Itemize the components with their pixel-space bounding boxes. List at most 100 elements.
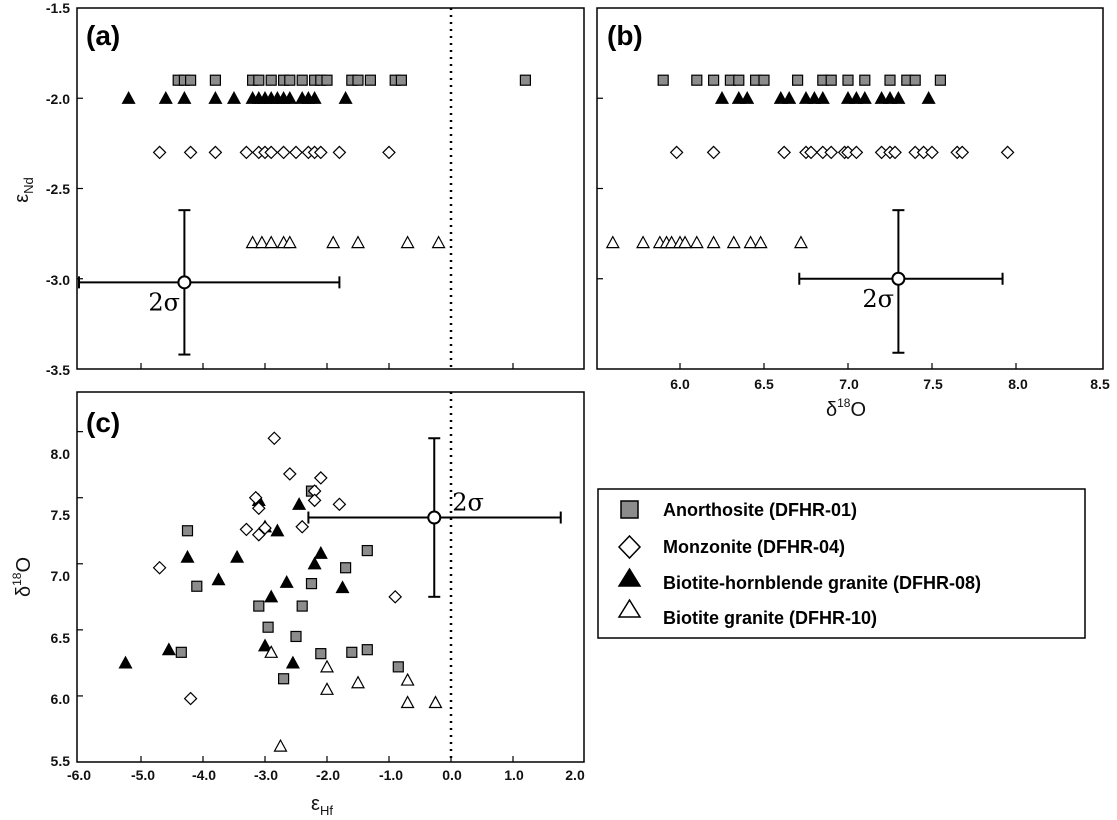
bhg-point	[282, 90, 297, 104]
biotite-granite-point	[689, 235, 704, 249]
bhg-point	[313, 545, 328, 559]
sigma-label: 2σ	[148, 288, 180, 316]
anorthosite-point	[707, 74, 720, 86]
anorthosite-point	[315, 648, 327, 660]
monzonite-point	[849, 145, 864, 160]
monzonite-point	[925, 145, 939, 160]
bhg-point	[773, 90, 788, 104]
anorthosite-point	[842, 74, 854, 86]
bhg-point	[257, 638, 273, 652]
panel-c-xtick: -5.0	[131, 767, 155, 783]
anorthosite-point	[657, 74, 669, 86]
anorthosite-point	[519, 74, 532, 86]
anorthosite-point	[361, 644, 373, 656]
monzonite-point	[152, 560, 167, 575]
anorthosite-point	[691, 74, 703, 86]
monzonite-point	[239, 522, 254, 537]
monzonite-point	[295, 519, 310, 534]
anorthosite-point	[265, 74, 277, 86]
panel-c-xtick: -6.0	[67, 767, 91, 783]
sigma-label: 2σ	[452, 489, 484, 517]
biotite-granite-point	[636, 235, 651, 249]
monzonite-point	[313, 471, 328, 485]
anorthosite-point	[296, 74, 308, 86]
bhg-point	[211, 572, 226, 586]
monzonite-point	[267, 431, 282, 446]
monzonite-point	[804, 145, 818, 160]
anorthosite-point	[262, 621, 274, 633]
biotite-granite-point	[753, 235, 768, 249]
panel-c-xtick: -4.0	[192, 767, 216, 783]
anorthosite-point	[934, 74, 947, 86]
panel-c-xtick: 2.0	[565, 767, 585, 783]
monzonite-point	[276, 145, 291, 160]
anorthosite-point	[284, 74, 296, 86]
anorthosite-point	[278, 673, 290, 685]
monzonite-point	[208, 145, 223, 160]
panel-c-ytick: 7.0	[51, 568, 71, 584]
anorthosite-point	[185, 74, 197, 86]
anorthosite-point	[181, 525, 194, 537]
panel-c-ytick: 7.5	[51, 507, 71, 523]
legend-filled-triangle-icon	[617, 567, 642, 587]
monzonite-point	[669, 145, 684, 160]
monzonite-point	[239, 145, 254, 160]
panel-c-xlabel: εHf	[311, 793, 333, 818]
bhg-point	[798, 90, 814, 104]
biotite-granite-point	[282, 235, 297, 249]
panel-a-ytick: -2.5	[46, 181, 70, 197]
anorthosite-point	[340, 562, 352, 574]
biotite-granite-point	[254, 235, 269, 249]
bhg-point	[849, 90, 864, 104]
panel-c-xtick: -3.0	[254, 767, 278, 783]
panel-a-ytick: -2.0	[46, 91, 70, 107]
error-bar-center	[427, 510, 442, 525]
bhg-point	[230, 549, 245, 563]
anorthosite-point	[392, 661, 404, 673]
chart-marks: 2σ 2σ 2σ	[77, 8, 1017, 762]
bhg-point	[921, 90, 936, 104]
biotite-granite-point	[605, 235, 620, 249]
monzonite-point	[248, 490, 263, 505]
panel-b-title: (b)	[607, 20, 643, 51]
anorthosite-point	[296, 600, 308, 612]
panel-c-frame	[76, 391, 585, 763]
monzonite-point	[777, 145, 792, 160]
anorthosite-point	[321, 74, 333, 86]
biotite-granite-point	[273, 738, 288, 752]
biotite-granite-point	[706, 235, 721, 249]
panel-c-title: (c)	[86, 407, 120, 438]
anorthosite-point	[290, 630, 302, 643]
biotite-granite-point	[326, 235, 341, 249]
anorthosite-point	[253, 74, 265, 86]
legend-label: Anorthosite (DFHR-01)	[663, 500, 857, 520]
monzonite-point	[1000, 145, 1015, 160]
sigma-label: 2σ	[862, 285, 894, 313]
bhg-point	[874, 90, 889, 104]
bhg-point	[264, 589, 279, 603]
panel-c-xtick: -2.0	[316, 767, 340, 783]
panel-a-ytick: -1.5	[46, 0, 70, 16]
legend-label: Biotite-hornblende granite (DFHR-08)	[663, 573, 981, 593]
panel-b-xtick: 6.0	[670, 376, 690, 392]
biotite-granite-point	[264, 235, 279, 249]
anorthosite-point	[352, 74, 364, 86]
bhg-point	[891, 90, 906, 104]
panel-c-xtick: -1.0	[379, 767, 403, 783]
bhg-point	[807, 90, 822, 104]
bhg-point	[857, 90, 872, 104]
anorthosite-point	[361, 544, 373, 557]
panel-b-xtick: 6.5	[754, 376, 774, 392]
bhg-point	[177, 90, 192, 104]
svg-text:εNd: εNd	[11, 177, 36, 203]
biotite-granite-point	[431, 235, 446, 249]
anorthosite-point	[909, 74, 921, 86]
biotite-granite-point	[350, 235, 366, 249]
bhg-point	[208, 90, 223, 104]
error-bar-center	[177, 275, 192, 290]
bhg-point	[226, 90, 242, 104]
bhg-point	[285, 655, 300, 669]
monzonite-point	[251, 501, 266, 516]
anorthosite-point	[884, 74, 896, 86]
